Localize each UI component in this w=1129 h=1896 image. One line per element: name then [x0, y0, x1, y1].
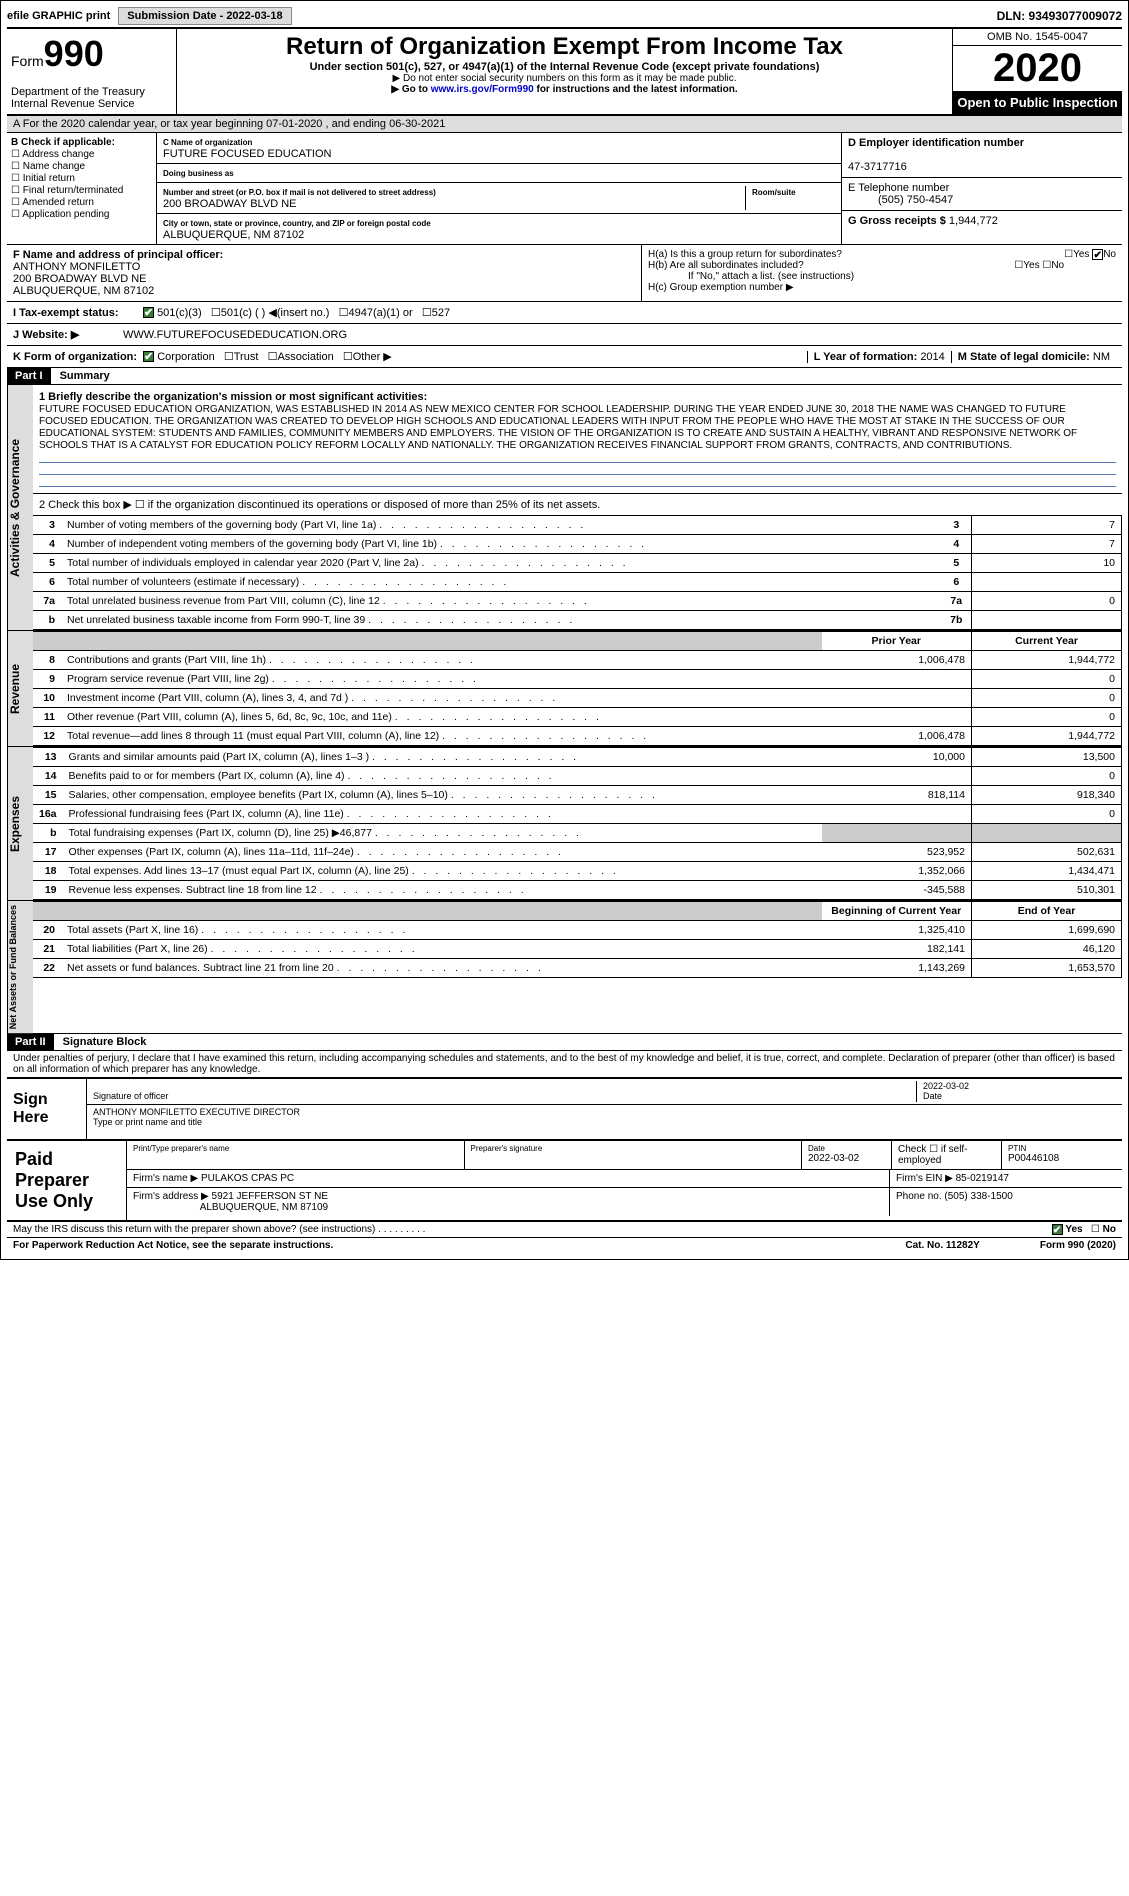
- irs-link[interactable]: www.irs.gov/Form990: [431, 84, 534, 95]
- form-footer: Form 990 (2020): [1040, 1240, 1116, 1251]
- efile-label: efile GRAPHIC print: [7, 10, 110, 22]
- tax-year: 2020: [953, 45, 1122, 91]
- h-b-note: If "No," attach a list. (see instruction…: [648, 271, 1116, 282]
- phone-label: E Telephone number: [848, 182, 949, 194]
- form-subtitle: Under section 501(c), 527, or 4947(a)(1)…: [181, 61, 948, 73]
- line1-label: 1 Briefly describe the organization's mi…: [39, 391, 427, 403]
- tax-status-label: I Tax-exempt status:: [13, 307, 143, 319]
- room-label: Room/suite: [752, 188, 796, 197]
- submission-date-button[interactable]: Submission Date - 2022-03-18: [118, 7, 291, 25]
- chk-501c3[interactable]: ✔: [143, 307, 154, 318]
- year-formation: 2014: [920, 351, 944, 363]
- phone-value: (505) 750-4547: [848, 194, 953, 206]
- paid-preparer-label: Paid Preparer Use Only: [7, 1141, 127, 1220]
- ptin-value: P00446108: [1008, 1153, 1059, 1164]
- mission-text: FUTURE FOCUSED EDUCATION ORGANIZATION, W…: [39, 404, 1077, 451]
- band-activities: Activities & Governance: [7, 385, 33, 630]
- sign-date: 2022-03-02: [923, 1081, 969, 1091]
- band-revenue: Revenue: [7, 631, 33, 746]
- firm-addr2: ALBUQUERQUE, NM 87109: [200, 1202, 328, 1213]
- chk-address-change[interactable]: ☐ Address change: [11, 149, 152, 160]
- street-value: 200 BROADWAY BLVD NE: [163, 198, 296, 210]
- h-c-row: H(c) Group exemption number ▶: [648, 282, 1116, 293]
- gross-receipts-value: 1,944,772: [949, 215, 998, 227]
- chk-application-pending[interactable]: ☐ Application pending: [11, 209, 152, 220]
- chk-amended-return[interactable]: ☐ Amended return: [11, 197, 152, 208]
- cat-number: Cat. No. 11282Y: [905, 1240, 979, 1251]
- firm-phone: (505) 338-1500: [944, 1191, 1012, 1202]
- firm-name: PULAKOS CPAS PC: [201, 1173, 294, 1184]
- officer-label: F Name and address of principal officer:: [13, 249, 223, 261]
- sign-here-label: Sign Here: [7, 1079, 87, 1139]
- ein-label: D Employer identification number: [848, 137, 1024, 149]
- open-public-badge: Open to Public Inspection: [953, 91, 1122, 114]
- band-netassets: Net Assets or Fund Balances: [7, 901, 33, 1033]
- pra-notice: For Paperwork Reduction Act Notice, see …: [13, 1240, 333, 1251]
- preparer-date: 2022-03-02: [808, 1153, 859, 1164]
- discuss-question: May the IRS discuss this return with the…: [13, 1224, 425, 1235]
- street-label: Number and street (or P.O. box if mail i…: [163, 188, 436, 197]
- website-value: WWW.FUTUREFOCUSEDEDUCATION.ORG: [123, 329, 347, 341]
- org-name-label: C Name of organization: [163, 138, 252, 147]
- ein-value: 47-3717716: [848, 161, 907, 173]
- period-row: A For the 2020 calendar year, or tax yea…: [7, 116, 1122, 133]
- dln-label: DLN: 93493077009072: [997, 9, 1122, 23]
- omb-number: OMB No. 1545-0047: [953, 29, 1122, 45]
- firm-ein: 85-0219147: [956, 1173, 1009, 1184]
- instructions-link-row: ▶ Go to www.irs.gov/Form990 for instruct…: [181, 84, 948, 95]
- city-label: City or town, state or province, country…: [163, 219, 431, 228]
- part2-header: Part II: [7, 1034, 54, 1050]
- k-label: K Form of organization:: [13, 351, 137, 363]
- self-employed-check[interactable]: Check ☐ if self-employed: [898, 1144, 968, 1166]
- gross-receipts-label: G Gross receipts $: [848, 215, 946, 227]
- line2-text: 2 Check this box ▶ ☐ if the organization…: [33, 494, 1122, 515]
- h-a-row: H(a) Is this a group return for subordin…: [648, 249, 1116, 260]
- part2-title: Signature Block: [57, 1034, 153, 1050]
- officer-addr2: ALBUQUERQUE, NM 87102: [13, 285, 154, 297]
- firm-addr1: 5921 JEFFERSON ST NE: [212, 1191, 329, 1202]
- part1-header: Part I: [7, 368, 51, 384]
- state-domicile: NM: [1093, 351, 1110, 363]
- penalty-text: Under penalties of perjury, I declare th…: [7, 1051, 1122, 1077]
- officer-signature-name: ANTHONY MONFILETTO EXECUTIVE DIRECTOR: [93, 1107, 300, 1117]
- chk-name-change[interactable]: ☐ Name change: [11, 161, 152, 172]
- website-label: J Website: ▶: [13, 328, 123, 341]
- ssn-note: ▶ Do not enter social security numbers o…: [181, 73, 948, 84]
- city-value: ALBUQUERQUE, NM 87102: [163, 229, 304, 241]
- box-b-heading: B Check if applicable:: [11, 137, 115, 148]
- form-number: Form990: [11, 33, 172, 75]
- officer-name: ANTHONY MONFILETTO: [13, 261, 140, 273]
- chk-initial-return[interactable]: ☐ Initial return: [11, 173, 152, 184]
- officer-addr1: 200 BROADWAY BLVD NE: [13, 273, 146, 285]
- h-b-row: H(b) Are all subordinates included? ☐Yes…: [648, 260, 1116, 271]
- form-title: Return of Organization Exempt From Incom…: [181, 33, 948, 61]
- band-expenses: Expenses: [7, 747, 33, 900]
- part1-title: Summary: [54, 368, 116, 384]
- dept-label: Department of the TreasuryInternal Reven…: [11, 86, 172, 110]
- chk-corporation[interactable]: ✔: [143, 351, 154, 362]
- dba-label: Doing business as: [163, 169, 234, 178]
- chk-final-return[interactable]: ☐ Final return/terminated: [11, 185, 152, 196]
- h-a-no-check[interactable]: ✔: [1092, 249, 1103, 260]
- discuss-yes-check[interactable]: ✔: [1052, 1224, 1063, 1235]
- org-name: FUTURE FOCUSED EDUCATION: [163, 148, 331, 160]
